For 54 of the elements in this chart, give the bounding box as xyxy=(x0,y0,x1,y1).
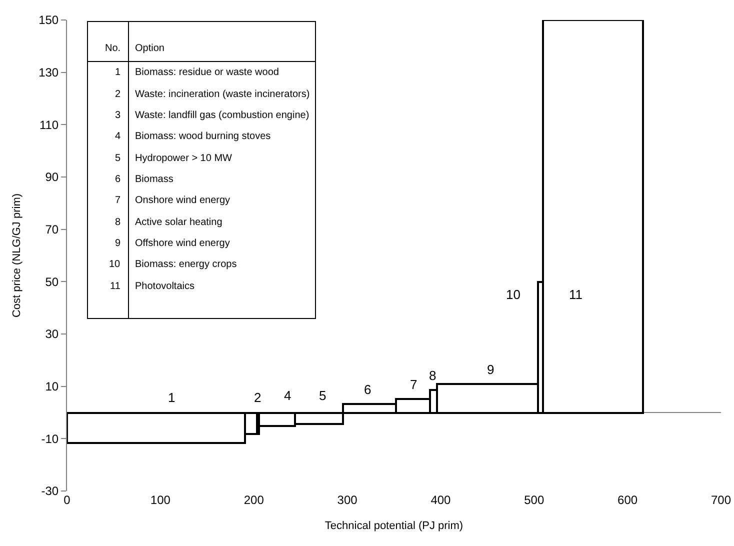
annotation: Biomass xyxy=(135,174,174,185)
annotation: Biomass: wood burning stoves xyxy=(135,131,271,142)
annotation: 8 xyxy=(429,368,436,383)
x-tick-label: 200 xyxy=(244,493,264,507)
annotation: 9 xyxy=(115,238,121,249)
x-tick-label: 700 xyxy=(710,493,732,507)
y-tick-label: 10 xyxy=(45,380,59,394)
annotation: Waste: landfill gas (combustion engine) xyxy=(135,110,310,121)
annotation: Active solar heating xyxy=(135,217,222,228)
annotation: 10 xyxy=(506,287,520,302)
x-axis-title: Technical potential (PJ prim) xyxy=(324,520,464,532)
annotation: 4 xyxy=(284,388,292,403)
annotation: 9 xyxy=(487,362,494,377)
annotation: 2 xyxy=(115,89,121,100)
annotation: 8 xyxy=(115,217,121,228)
annotation: 6 xyxy=(364,382,372,397)
annotation: Onshore wind energy xyxy=(135,195,230,206)
annotation: Biomass: residue or waste wood xyxy=(135,67,279,78)
x-tick-label: 500 xyxy=(524,493,544,507)
annotation: 2 xyxy=(254,390,262,405)
annotation: Offshore wind energy xyxy=(135,238,230,249)
annotation: 1 xyxy=(168,390,176,405)
annotation: Biomass: energy crops xyxy=(135,259,237,270)
annotation: No. xyxy=(105,43,121,54)
y-axis-title: Cost price (NLG/GJ prim) xyxy=(11,193,24,318)
annotation: 7 xyxy=(115,195,121,206)
y-tick-label: -30 xyxy=(41,484,59,498)
annotation: 10 xyxy=(109,259,121,270)
y-tick-label: 150 xyxy=(38,13,59,28)
y-tick-label: 30 xyxy=(45,327,59,342)
y-tick-label: -10 xyxy=(41,432,59,446)
x-tick-label: 600 xyxy=(618,493,638,507)
annotation: 11 xyxy=(569,287,582,302)
y-tick-label: 70 xyxy=(45,222,59,237)
x-tick-label: 300 xyxy=(337,493,358,507)
annotation: 4 xyxy=(115,131,121,142)
annotation: 3 xyxy=(115,110,121,121)
annotation: 6 xyxy=(115,174,121,185)
annotation: Option xyxy=(135,43,164,54)
x-tick-label: 400 xyxy=(430,493,452,507)
annotation: 7 xyxy=(410,377,418,392)
y-tick-label: 90 xyxy=(45,170,59,184)
x-tick-label: 0 xyxy=(64,493,71,507)
annotation: 11 xyxy=(110,281,121,292)
y-tick-label: 130 xyxy=(38,66,59,80)
y-tick-label: 50 xyxy=(45,274,59,289)
annotation: Waste: incineration (waste incinerators) xyxy=(135,89,310,100)
annotation: Hydropower > 10 MW xyxy=(135,153,233,164)
annotation: 1 xyxy=(115,67,121,78)
annotation: Photovoltaics xyxy=(135,281,194,292)
annotation: 5 xyxy=(115,153,121,164)
y-tick-label: 110 xyxy=(39,118,59,132)
annotation: 5 xyxy=(319,388,326,403)
x-tick-label: 100 xyxy=(150,493,171,507)
